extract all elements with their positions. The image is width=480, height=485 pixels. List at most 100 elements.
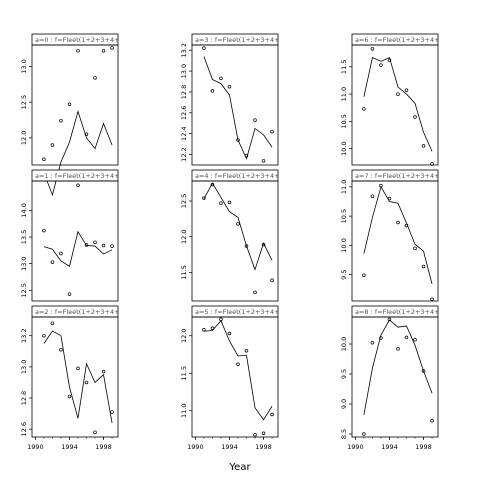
data-point — [253, 290, 257, 295]
data-point — [261, 431, 266, 436]
data-point — [202, 328, 206, 332]
fit-line — [43, 230, 113, 267]
data-point — [244, 349, 249, 353]
y-tick-label: 12.5 — [20, 95, 28, 109]
y-tick-label: 11.5 — [180, 366, 188, 380]
panel-box — [351, 316, 439, 438]
y-tick-label: 12.4 — [180, 126, 188, 140]
fit-line — [363, 185, 433, 285]
y-tick-label: 13.5 — [20, 230, 28, 244]
data-point — [236, 362, 240, 367]
y-tick-label: 12.6 — [20, 422, 28, 436]
panel-box — [191, 180, 279, 302]
panel-strip-label: a=6 : f=Fleet(1+2+3+4+5) — [355, 36, 446, 44]
data-point — [270, 412, 274, 417]
panel-strip-label: a=0 : f=Fleet(1+2+3+4+5) — [35, 36, 126, 44]
y-tick-label: 11.0 — [340, 180, 348, 194]
y-tick-label: 10.0 — [340, 238, 348, 252]
x-tick-label: 1990 — [347, 443, 364, 451]
panel-strip-label: a=7 : f=Fleet(1+2+3+4+5) — [355, 172, 446, 180]
data-point — [430, 297, 434, 301]
data-point — [236, 138, 240, 142]
y-tick-label: 13.0 — [20, 256, 28, 270]
data-point — [110, 46, 114, 50]
data-point — [93, 76, 97, 80]
y-tick-label: 10.5 — [340, 209, 348, 223]
y-tick-label: 12.5 — [180, 194, 188, 208]
data-point — [76, 48, 80, 53]
x-axis-label: Year — [228, 462, 251, 473]
y-tick-label: 13.2 — [20, 328, 28, 342]
data-point — [387, 317, 392, 322]
panel-box — [191, 316, 279, 438]
data-point — [202, 196, 206, 200]
data-point — [227, 84, 232, 89]
x-tick-label: 1998 — [95, 443, 112, 451]
data-point — [362, 107, 366, 111]
x-tick-label: 1994 — [61, 443, 78, 451]
data-point — [236, 222, 240, 226]
data-point — [387, 58, 392, 63]
data-point — [50, 143, 55, 147]
data-point — [270, 129, 274, 134]
fit-line — [203, 320, 273, 421]
panel-box — [351, 44, 439, 166]
y-tick-label: 11.5 — [340, 60, 348, 74]
panel-box — [31, 180, 119, 302]
fit-line — [363, 319, 433, 415]
data-point — [42, 333, 46, 338]
x-tick-label: 1994 — [221, 443, 238, 451]
data-point — [84, 243, 89, 247]
data-point — [219, 317, 223, 322]
panel-strip-label: a=2 : f=Fleet(1+2+3+4+5) — [35, 308, 126, 316]
y-tick-label: 12.6 — [180, 106, 188, 120]
y-tick-label: 12.0 — [180, 229, 188, 243]
panel-strip-label: a=3 : f=Fleet(1+2+3+4+5) — [195, 36, 286, 44]
y-tick-label: 12.8 — [20, 391, 28, 405]
y-tick-label: 9.5 — [340, 369, 348, 379]
panel-box — [351, 180, 439, 302]
data-point — [421, 369, 426, 373]
data-point — [253, 433, 257, 437]
data-point — [404, 335, 409, 340]
y-tick-label: 12.8 — [180, 85, 188, 99]
data-point — [76, 183, 80, 188]
data-point — [93, 430, 97, 435]
y-tick-label: 8.5 — [340, 429, 348, 439]
data-point — [404, 223, 409, 228]
data-point — [67, 394, 72, 399]
x-tick-label: 1998 — [415, 443, 432, 451]
data-point — [93, 240, 97, 245]
data-point — [270, 278, 274, 283]
y-tick-label: 11.0 — [180, 404, 188, 418]
y-tick-label: 12.5 — [20, 283, 28, 297]
data-point — [67, 102, 72, 107]
data-point — [210, 326, 215, 331]
data-point — [379, 183, 383, 188]
fit-line — [203, 182, 273, 271]
data-point — [362, 432, 366, 436]
data-point — [404, 88, 409, 93]
x-tick-label: 1998 — [255, 443, 272, 451]
panel-box — [191, 44, 279, 166]
data-point — [413, 246, 417, 251]
fit-line — [363, 56, 433, 152]
data-point — [261, 242, 266, 247]
data-point — [227, 200, 232, 205]
panel-strip-label: a=5 : f=Fleet(1+2+3+4+5) — [195, 308, 286, 316]
data-point — [244, 244, 249, 248]
data-point — [42, 157, 46, 162]
data-point — [370, 47, 375, 51]
data-point — [227, 331, 232, 336]
data-point — [430, 419, 434, 423]
data-point — [396, 220, 400, 225]
panel-box — [31, 44, 119, 166]
data-point — [413, 115, 417, 119]
data-point — [396, 347, 400, 351]
data-point — [210, 89, 215, 93]
data-point — [101, 369, 106, 374]
data-point — [84, 132, 89, 137]
x-tick-label: 1994 — [381, 443, 398, 451]
